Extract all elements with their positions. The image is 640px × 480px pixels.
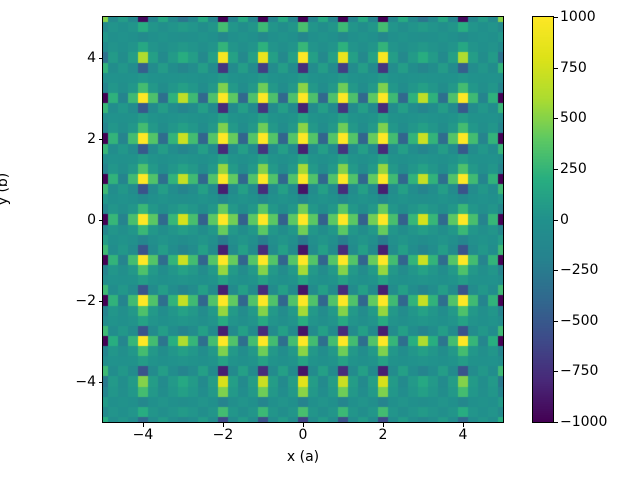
colorbar-tick-mark	[554, 219, 558, 221]
colorbar-tick-mark	[554, 168, 558, 170]
colorbar-tick-mark	[554, 67, 558, 69]
y-tick-mark	[99, 219, 103, 221]
colorbar-tick-mark	[554, 371, 558, 373]
colorbar-tick-mark	[554, 118, 558, 120]
colorbar-tick-label: 0	[560, 211, 569, 228]
x-tick-label: 4	[458, 427, 468, 443]
colorbar-tick-label: 250	[560, 160, 587, 177]
x-tick-mark	[383, 423, 384, 427]
y-tick-label: 4	[87, 49, 96, 66]
y-tick-label: −4	[75, 373, 96, 390]
y-tick-mark	[99, 57, 103, 59]
colorbar-tick-label: 1000	[560, 9, 596, 25]
x-tick-label: −2	[212, 427, 234, 443]
x-tick-label: 0	[298, 427, 308, 443]
colorbar-tick-mark	[554, 320, 558, 322]
colorbar-tick-label: 500	[560, 110, 587, 127]
x-axis-label: x (a)	[286, 449, 320, 465]
x-tick-mark	[223, 423, 224, 427]
y-tick-mark	[99, 300, 103, 302]
heatmap-canvas	[103, 17, 503, 422]
x-tick-mark	[463, 423, 464, 427]
y-tick-label: 2	[87, 130, 96, 147]
y-tick-mark	[99, 381, 103, 383]
colorbar-tick-label: −750	[560, 363, 599, 380]
colorbar-tick-mark	[554, 17, 558, 18]
plot-area	[102, 16, 504, 423]
colorbar-canvas	[533, 17, 553, 422]
y-axis-label-text: y (b)	[0, 172, 11, 206]
x-tick-mark	[303, 423, 304, 427]
colorbar-tick-mark	[554, 422, 558, 423]
x-tick-label: −4	[132, 427, 154, 443]
y-tick-label: −2	[75, 292, 96, 309]
colorbar-tick-label: −250	[560, 262, 599, 279]
y-tick-mark	[99, 138, 103, 140]
colorbar-tick-label: −500	[560, 312, 599, 329]
y-tick-label: 0	[87, 211, 96, 228]
colorbar-tick-mark	[554, 270, 558, 272]
x-tick-mark	[143, 423, 144, 427]
colorbar-tick-label: −1000	[560, 414, 608, 430]
x-tick-label: 2	[378, 427, 388, 443]
colorbar	[532, 16, 554, 423]
colorbar-tick-label: 750	[560, 59, 587, 76]
